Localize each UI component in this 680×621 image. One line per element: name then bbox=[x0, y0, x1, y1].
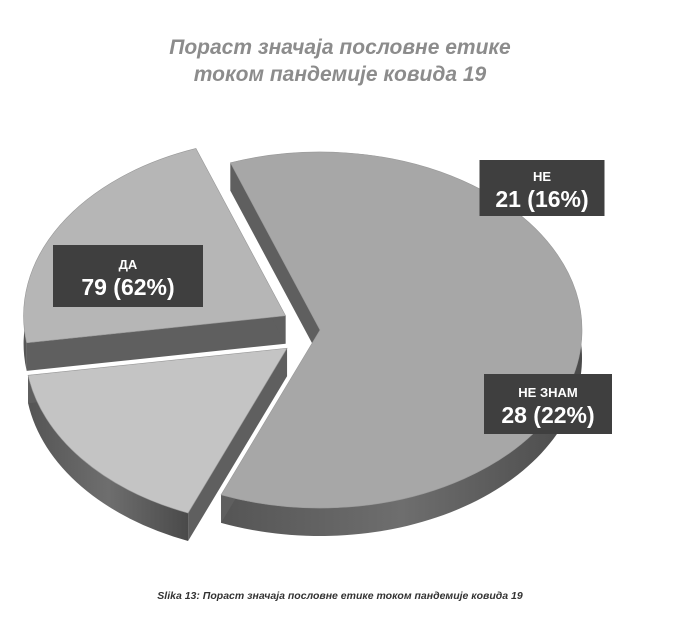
slice-side-не bbox=[28, 375, 189, 542]
slice-label-value-не: 21 (16%) bbox=[495, 186, 588, 212]
slice-label-name-да: ДА bbox=[119, 257, 138, 272]
slice-label-name-не: НЕ bbox=[533, 169, 551, 184]
slice-label-name-не-знам: НЕ ЗНАМ bbox=[518, 385, 577, 400]
slice-label-box-не bbox=[479, 160, 605, 216]
slice-cut-не-0 bbox=[188, 348, 288, 542]
slice-label-да: ДА 79 (62%) bbox=[53, 245, 203, 307]
chart-title-line-2: током пандемије ковида 19 bbox=[193, 63, 487, 86]
slice-labels: ДА 79 (62%) НЕ 21 (16%) НЕ ЗНАМ 28 (22%) bbox=[53, 160, 612, 434]
slice-label-не-знам: НЕ ЗНАМ 28 (22%) bbox=[484, 374, 612, 434]
slice-не bbox=[27, 347, 288, 514]
slice-cut-не-знам-0 bbox=[26, 315, 286, 371]
slice-label-value-не-знам: 28 (22%) bbox=[501, 402, 594, 428]
slice-label-box-да bbox=[53, 245, 203, 307]
slice-label-box-не-знам bbox=[484, 374, 612, 434]
slice-label-value-да: 79 (62%) bbox=[81, 274, 174, 300]
slice-label-не: НЕ 21 (16%) bbox=[479, 160, 605, 216]
slice-cut-да-0 bbox=[230, 162, 320, 358]
figure-caption: Slika 13: Пораст значаја пословне етике … bbox=[157, 590, 523, 602]
chart-title-line-1: Пораст значаја пословне етике bbox=[169, 36, 511, 59]
chart-title: Пораст значаја пословне етике током панд… bbox=[0, 34, 680, 88]
